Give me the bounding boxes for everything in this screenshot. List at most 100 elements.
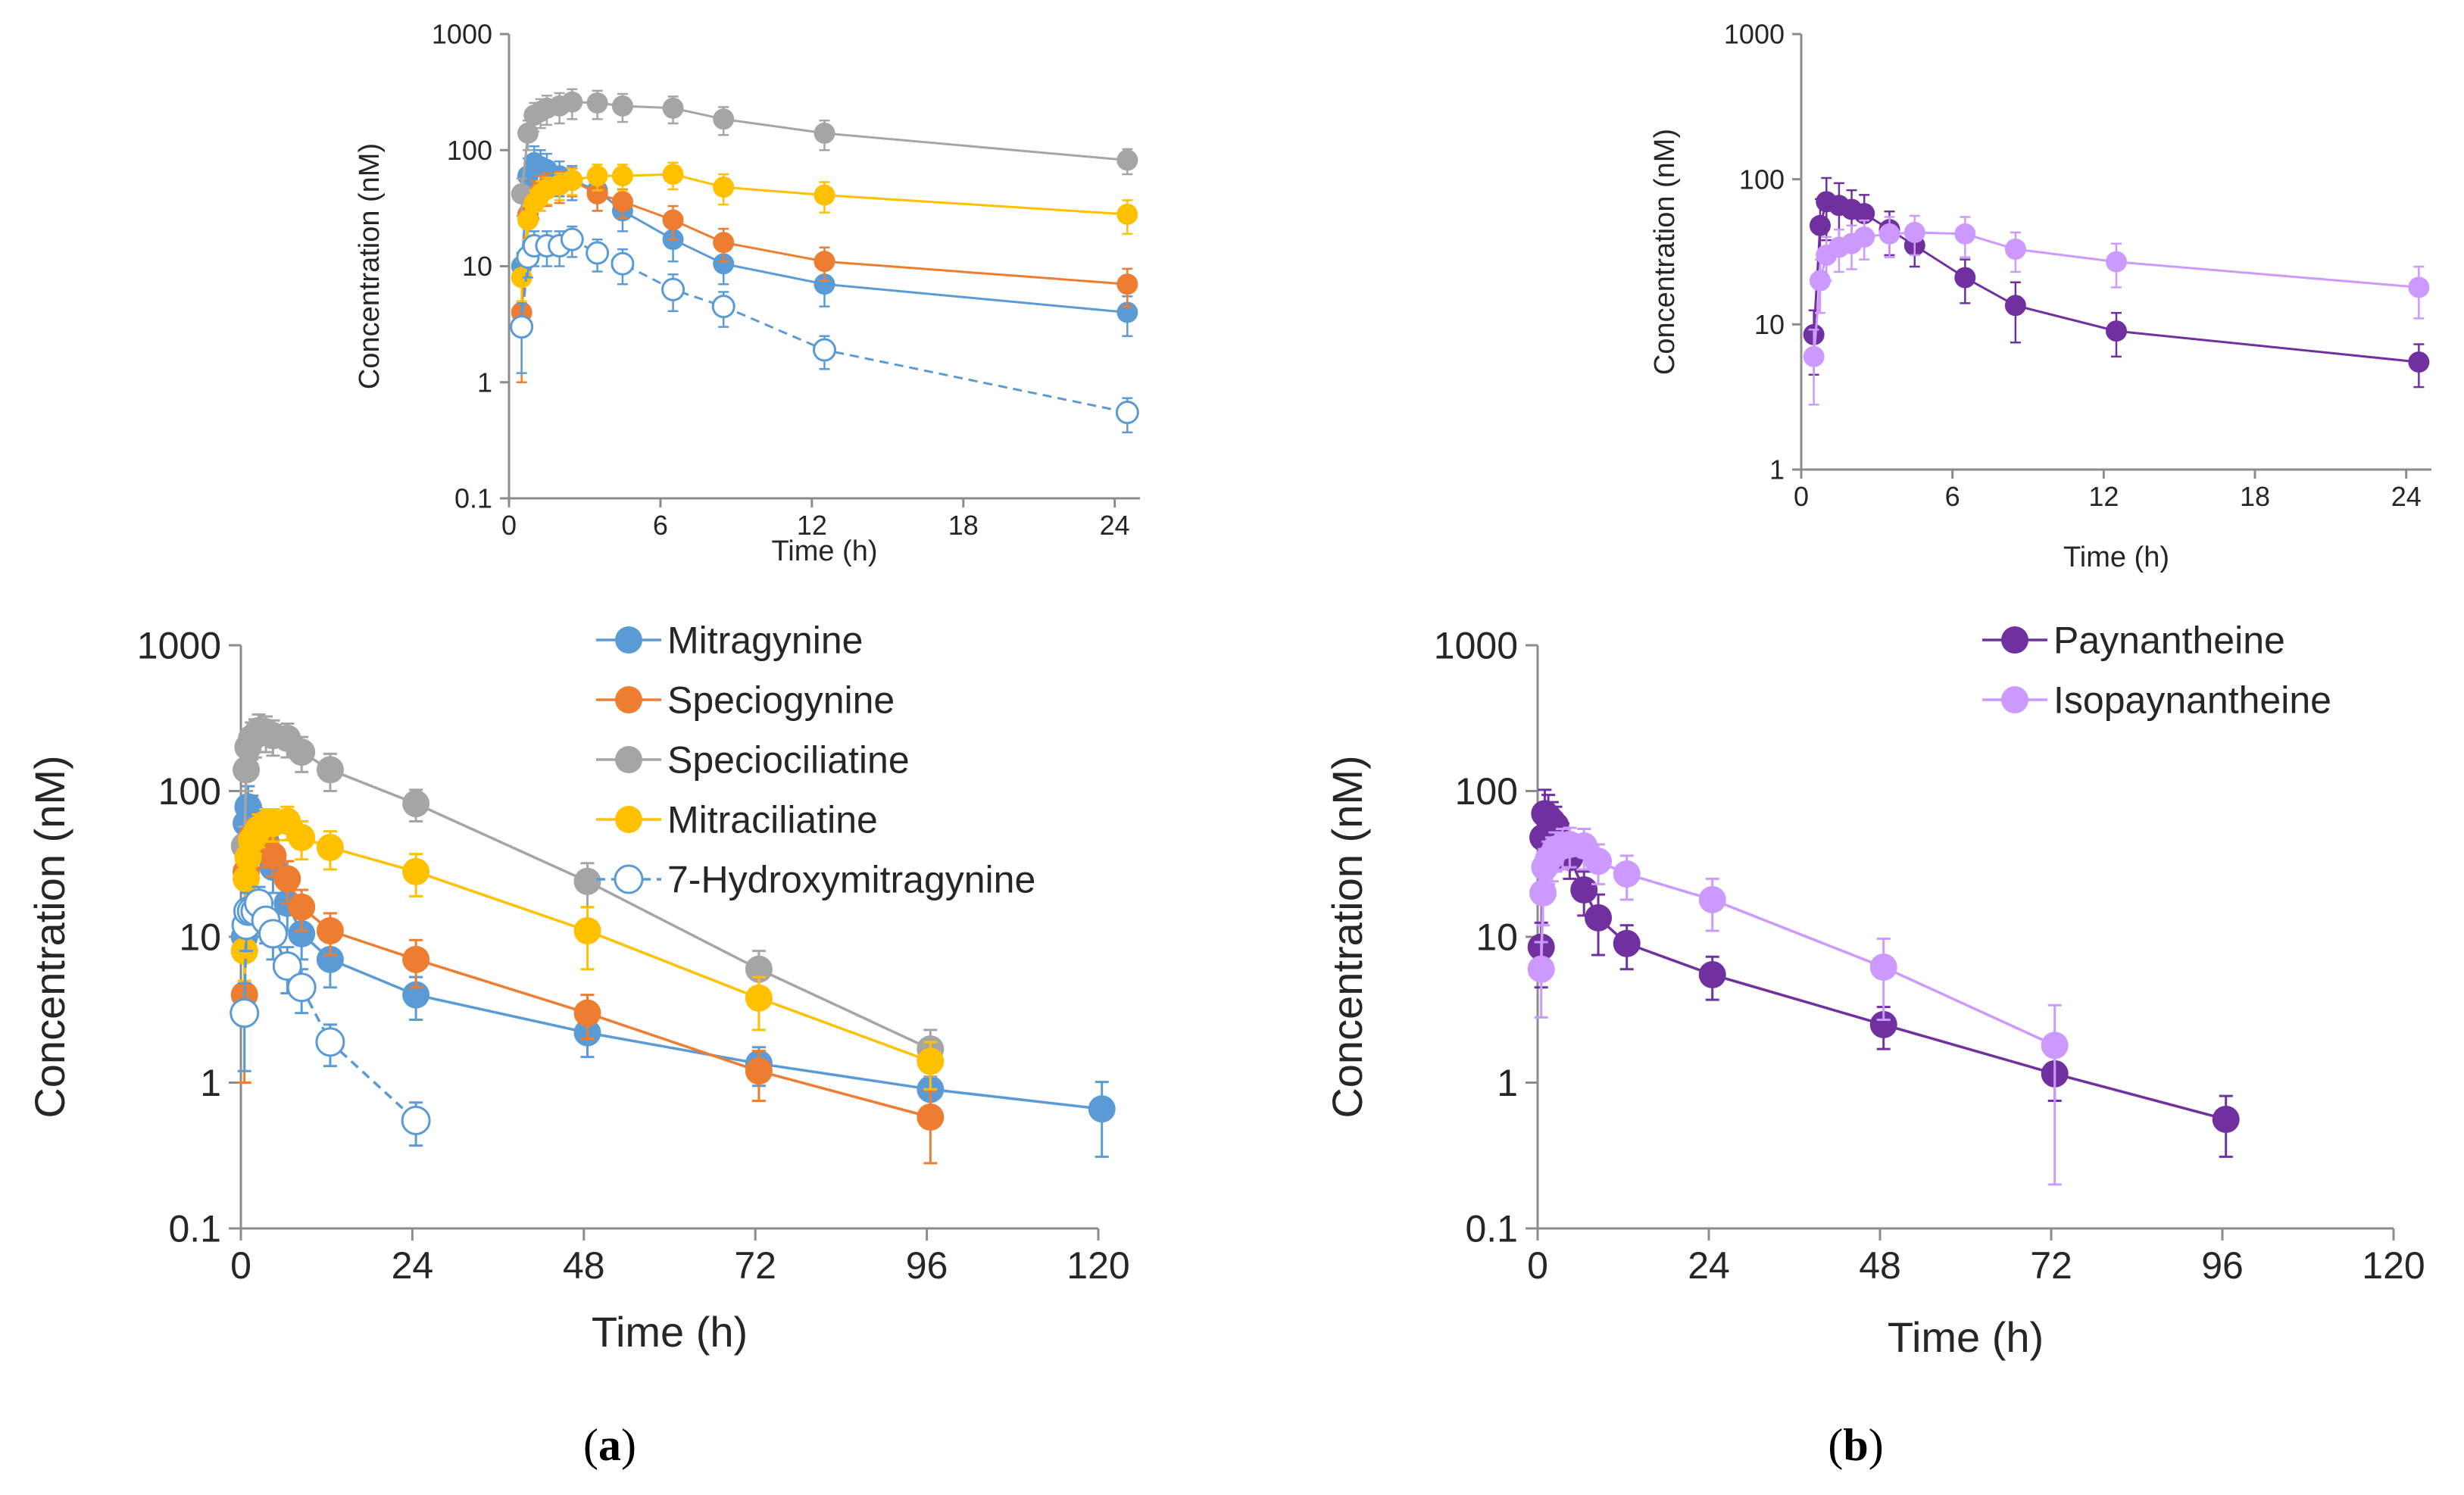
data-point — [586, 241, 610, 265]
legend-marker — [615, 686, 642, 713]
chart-b-bottom: 0.1 1 10 100 1000 0 24 48 72 96 120 Time (h) Concent… — [1323, 620, 2425, 1362]
y-tick-label: 10 — [1476, 916, 1518, 959]
data-point — [1613, 929, 1641, 957]
data-point — [1115, 401, 1139, 425]
y-tick-label: 1 — [1769, 454, 1785, 485]
data-point — [1527, 955, 1555, 983]
y-tick-label: 1000 — [137, 625, 221, 667]
data-point — [662, 209, 684, 231]
x-tick-label: 72 — [734, 1244, 776, 1287]
data-point — [573, 867, 601, 895]
x-tick-label: 24 — [1100, 510, 1130, 541]
legend-label: Speciogynine — [667, 679, 895, 722]
legend-marker — [614, 864, 644, 894]
data-point — [1803, 345, 1825, 367]
data-point — [2004, 238, 2026, 260]
data-point — [611, 191, 633, 213]
legend: Paynantheine Isopaynantheine — [1982, 620, 2331, 722]
data-point — [258, 919, 288, 949]
data-point — [586, 92, 608, 114]
x-tick-label: 18 — [2240, 481, 2270, 512]
legend-label: Mitraciliatine — [667, 799, 878, 841]
data-point — [1853, 226, 1875, 248]
data-point — [917, 1103, 945, 1131]
legend-marker — [2001, 686, 2028, 713]
y-tick-label: 0.1 — [168, 1207, 221, 1250]
data-point — [561, 170, 583, 192]
data-point — [1613, 860, 1641, 888]
data-point — [713, 253, 735, 275]
data-point — [2106, 251, 2127, 273]
x-tick-label: 6 — [1945, 481, 1960, 512]
y-tick-label: 10 — [179, 916, 221, 959]
data-point — [2004, 295, 2026, 317]
data-point — [511, 267, 532, 289]
data-point — [1954, 223, 1976, 245]
legend-marker — [2001, 626, 2028, 654]
data-point — [917, 1047, 945, 1075]
y-tick-label: 0.1 — [1465, 1207, 1518, 1250]
data-point — [2408, 351, 2430, 373]
x-tick-label: 72 — [2030, 1244, 2072, 1287]
data-point — [286, 972, 317, 1003]
series-mitragynine — [230, 785, 1116, 1158]
y-tick-label: 1 — [477, 367, 492, 398]
y-tick-label: 100 — [1739, 164, 1785, 195]
data-point — [1529, 879, 1557, 907]
x-axis-title: Time (h) — [771, 535, 877, 567]
data-point — [662, 97, 684, 119]
data-point — [402, 857, 430, 885]
legend-label: Speciociliatine — [667, 739, 910, 782]
data-point — [814, 184, 835, 206]
series-7-hydroxymitragynine — [510, 225, 1139, 434]
data-point — [561, 91, 583, 113]
data-point — [1698, 885, 1726, 913]
data-point — [1116, 149, 1138, 171]
data-point — [288, 738, 316, 766]
series-mitraciliatine — [511, 161, 1138, 302]
series-isopaynantheine — [1803, 214, 2430, 406]
legend: Mitragynine Speciogynine Speciociliatine Mi… — [596, 620, 1035, 901]
legend-label: Isopaynantheine — [2053, 679, 2331, 722]
series-speciociliatine — [511, 88, 1138, 217]
y-tick-label: 1000 — [1724, 19, 1785, 50]
x-tick-label: 6 — [653, 510, 668, 541]
x-tick-label: 12 — [797, 510, 827, 541]
data-point — [560, 227, 584, 251]
y-tick-label: 100 — [158, 770, 221, 813]
data-point — [1809, 270, 1831, 292]
data-point — [2106, 320, 2127, 342]
data-point — [517, 122, 539, 144]
y-axis-title: Concentration (nM) — [1323, 755, 1371, 1118]
data-point — [1809, 214, 1831, 236]
x-tick-label: 18 — [948, 510, 979, 541]
data-point — [1878, 223, 1900, 245]
legend-label: Mitragynine — [667, 620, 863, 662]
data-point — [1088, 1095, 1116, 1123]
data-point — [711, 295, 735, 319]
data-point — [1698, 960, 1726, 988]
data-point — [611, 251, 635, 276]
data-point — [814, 273, 835, 295]
data-point — [288, 893, 316, 921]
x-tick-label: 48 — [563, 1244, 605, 1287]
x-tick-label: 0 — [1794, 481, 1809, 512]
legend-label: 7-Hydroxymitragynine — [667, 859, 1035, 901]
data-point — [316, 756, 344, 784]
data-point — [316, 945, 344, 973]
data-point — [272, 951, 302, 982]
data-point — [1869, 1010, 1897, 1038]
panel-label-b: (b) — [1828, 1420, 1883, 1470]
legend-marker — [615, 746, 642, 773]
y-axis-title: Concentration (nM) — [354, 143, 386, 389]
data-point — [259, 841, 287, 869]
data-point — [233, 865, 261, 893]
data-point — [1903, 221, 1925, 243]
chart-a-top: 0.1 1 10 100 1000 0 6 12 18 24 Time (h) Concentrati… — [354, 19, 1140, 567]
data-point — [1869, 953, 1897, 981]
x-tick-label: 48 — [1859, 1244, 1901, 1287]
series-line — [242, 806, 1102, 1110]
series-mitraciliatine — [230, 805, 945, 1091]
y-axis-title: Concentration (nM) — [26, 755, 73, 1118]
